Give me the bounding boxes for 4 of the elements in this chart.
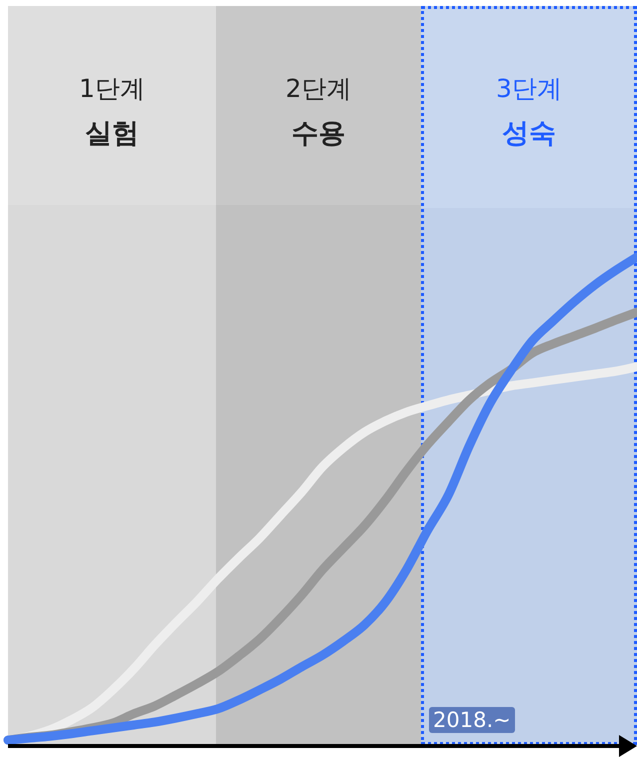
text: 3단계 성숙 <box>496 73 562 151</box>
text: 2단계 수용 <box>286 73 352 151</box>
annotation: 2018.~ <box>429 707 515 733</box>
text: 1단계 실험 <box>79 73 145 151</box>
